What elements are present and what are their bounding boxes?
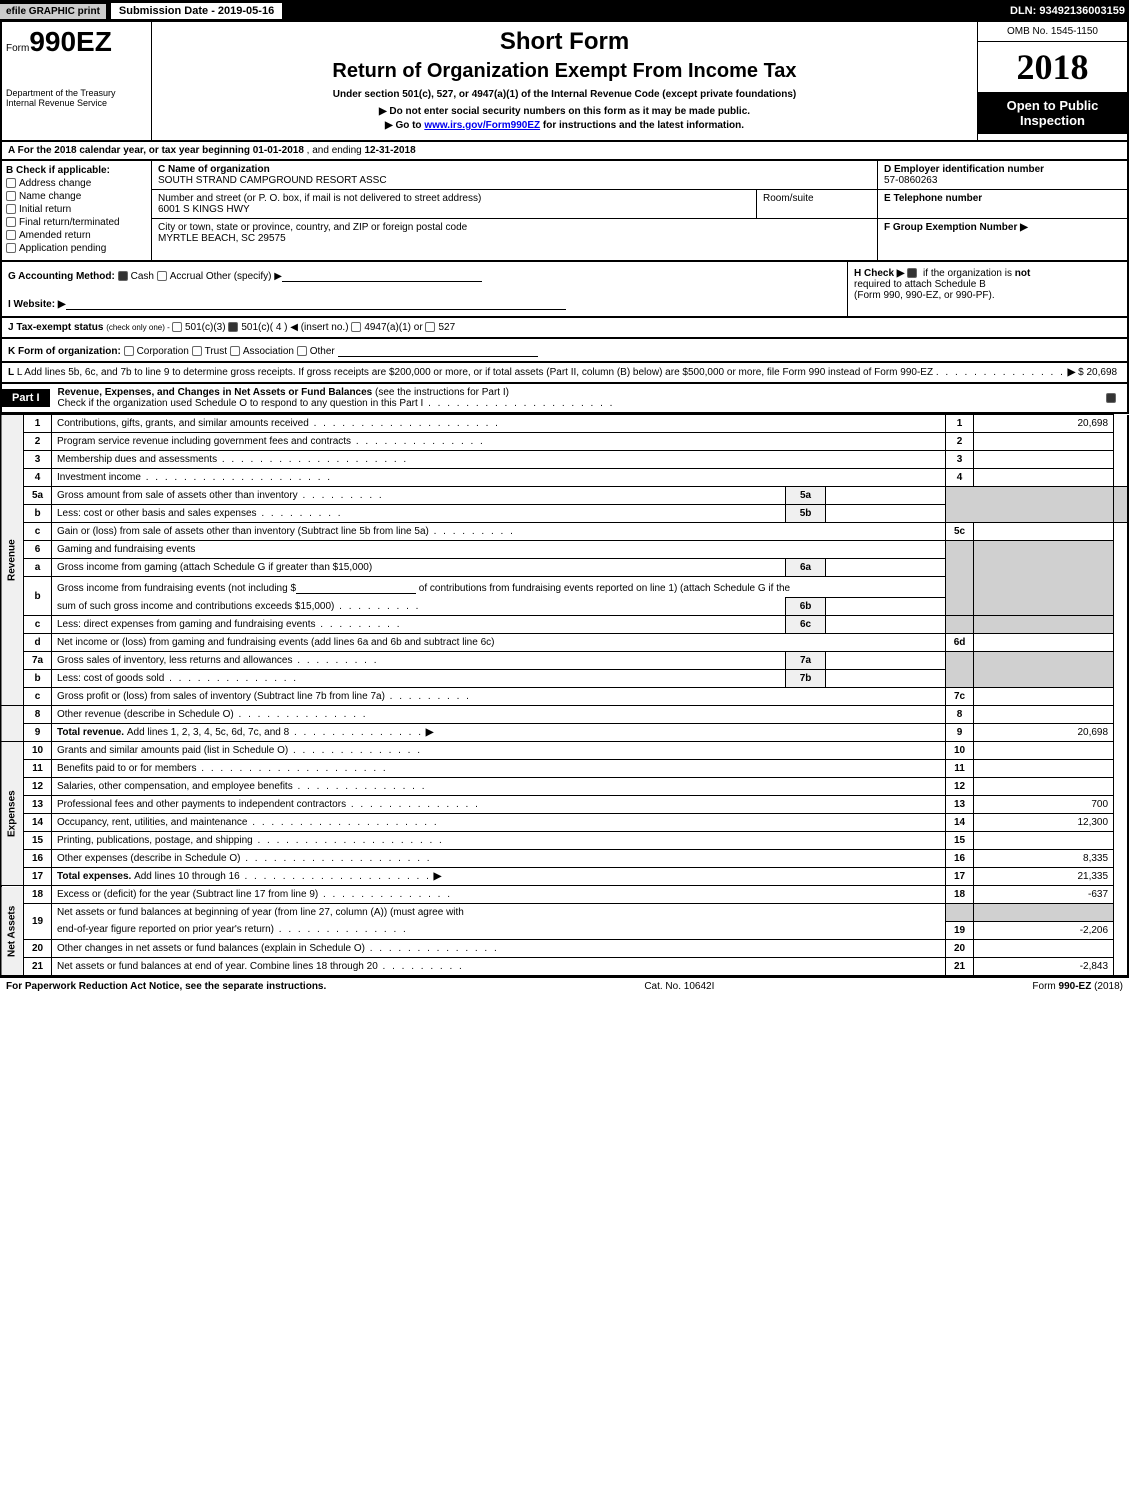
line-6d-value — [974, 634, 1114, 652]
part-1-table: Revenue 1 Contributions, gifts, grants, … — [0, 414, 1129, 977]
open-public: Open to Public Inspection — [978, 92, 1127, 134]
section-k: K Form of organization: Corporation Trus… — [0, 339, 1129, 363]
line-5a-value — [826, 487, 946, 505]
dln: DLN: 93492136003159 — [1010, 5, 1129, 17]
line-14-value: 12,300 — [974, 814, 1114, 832]
part-1-header: Part I Revenue, Expenses, and Changes in… — [0, 384, 1129, 414]
part-title: Revenue, Expenses, and Changes in Net As… — [50, 384, 1097, 412]
department: Department of the Treasury — [6, 88, 147, 98]
form-number: 990EZ — [29, 26, 112, 57]
form-ref: Form 990-EZ (2018) — [1032, 981, 1123, 992]
line-12-value — [974, 778, 1114, 796]
other-org-field[interactable] — [338, 343, 538, 357]
checkbox-name-change[interactable] — [6, 191, 16, 201]
section-j: J Tax-exempt status (check only one) - 5… — [0, 318, 1129, 339]
other-specify-field[interactable] — [282, 268, 482, 282]
expenses-label: Expenses — [1, 742, 24, 886]
line-18-value: -637 — [974, 886, 1114, 904]
line-4-value — [974, 469, 1114, 487]
line-1-value: 20,698 — [974, 415, 1114, 433]
checkbox-527[interactable] — [425, 322, 435, 332]
checkbox-schedule-o[interactable] — [1106, 393, 1116, 403]
line-7a-value — [826, 652, 946, 670]
irs: Internal Revenue Service — [6, 98, 147, 108]
checkbox-initial[interactable] — [6, 204, 16, 214]
part-label: Part I — [2, 389, 50, 407]
header-left: Form990EZ Department of the Treasury Int… — [2, 22, 152, 140]
checkbox-amended[interactable] — [6, 230, 16, 240]
checkbox-other-org[interactable] — [297, 346, 307, 356]
omb-number: OMB No. 1545-1150 — [978, 22, 1127, 42]
line-6a-value — [826, 559, 946, 577]
netassets-label: Net Assets — [1, 886, 24, 976]
checkbox-501c4[interactable] — [228, 322, 238, 332]
section-g-i: G Accounting Method: Cash Accrual Other … — [2, 262, 847, 316]
under-section: Under section 501(c), 527, or 4947(a)(1)… — [158, 89, 971, 100]
fundraising-amount-field[interactable] — [296, 580, 416, 594]
revenue-label: Revenue — [1, 415, 24, 706]
checkbox-4947[interactable] — [351, 322, 361, 332]
checkbox-addr-change[interactable] — [6, 178, 16, 188]
checkbox-final[interactable] — [6, 217, 16, 227]
line-5c-value — [974, 523, 1114, 541]
checkbox-corp[interactable] — [124, 346, 134, 356]
line-19-value: -2,206 — [974, 921, 1114, 939]
line-17-value: 21,335 — [974, 868, 1114, 886]
line-3-value — [974, 451, 1114, 469]
section-b: B Check if applicable: Address change Na… — [2, 161, 152, 260]
line-5b-value — [826, 505, 946, 523]
checkbox-accrual[interactable] — [157, 271, 167, 281]
checkbox-schedule-b[interactable] — [907, 268, 917, 278]
line-6b-value — [826, 598, 946, 616]
form-prefix: Form — [6, 43, 29, 54]
top-bar: efile GRAPHIC print Submission Date - 20… — [0, 0, 1129, 22]
short-form-title: Short Form — [158, 28, 971, 56]
section-g-h: G Accounting Method: Cash Accrual Other … — [0, 262, 1129, 318]
section-b-c-d: B Check if applicable: Address change Na… — [0, 161, 1129, 262]
line-7b-value — [826, 670, 946, 688]
line-9-value: 20,698 — [974, 724, 1114, 742]
org-name: SOUTH STRAND CAMPGROUND RESORT ASSC — [158, 175, 387, 186]
instruct-ssn: ▶ Do not enter social security numbers o… — [158, 106, 971, 117]
line-10-value — [974, 742, 1114, 760]
line-6c-value — [826, 616, 946, 634]
section-h: H Check ▶ if the organization is not req… — [847, 262, 1127, 316]
line-13-value: 700 — [974, 796, 1114, 814]
checkbox-trust[interactable] — [192, 346, 202, 356]
page-footer: For Paperwork Reduction Act Notice, see … — [0, 977, 1129, 995]
efile-button[interactable]: efile GRAPHIC print — [0, 4, 106, 19]
ein: 57-0860263 — [884, 175, 937, 186]
city-state-zip: MYRTLE BEACH, SC 29575 — [158, 233, 286, 244]
line-21-value: -2,843 — [974, 957, 1114, 976]
submission-date: Submission Date - 2019-05-16 — [110, 2, 283, 20]
return-title: Return of Organization Exempt From Incom… — [158, 60, 971, 83]
header-right: OMB No. 1545-1150 2018 Open to Public In… — [977, 22, 1127, 140]
top-bar-left: efile GRAPHIC print Submission Date - 20… — [0, 2, 283, 20]
section-d-e-f: D Employer identification number 57-0860… — [877, 161, 1127, 260]
section-a: A For the 2018 calendar year, or tax yea… — [0, 142, 1129, 161]
instruct-goto: ▶ Go to www.irs.gov/Form990EZ for instru… — [158, 120, 971, 131]
website-field[interactable] — [66, 296, 566, 310]
section-l: L L Add lines 5b, 6c, and 7b to line 9 t… — [0, 363, 1129, 384]
gross-receipts: $ 20,698 — [1078, 367, 1117, 378]
line-7c-value — [974, 688, 1114, 706]
header-center: Short Form Return of Organization Exempt… — [152, 22, 977, 140]
checkbox-pending[interactable] — [6, 243, 16, 253]
tax-year: 2018 — [978, 42, 1127, 92]
line-20-value — [974, 939, 1114, 957]
irs-link[interactable]: www.irs.gov/Form990EZ — [424, 120, 540, 131]
section-c: C Name of organization SOUTH STRAND CAMP… — [152, 161, 877, 260]
paperwork-notice: For Paperwork Reduction Act Notice, see … — [6, 981, 326, 992]
line-15-value — [974, 832, 1114, 850]
checkbox-cash[interactable] — [118, 271, 128, 281]
line-8-value — [974, 706, 1114, 724]
checkbox-assoc[interactable] — [230, 346, 240, 356]
cat-no: Cat. No. 10642I — [644, 981, 714, 992]
line-16-value: 8,335 — [974, 850, 1114, 868]
line-11-value — [974, 760, 1114, 778]
street-address: 6001 S KINGS HWY — [158, 204, 250, 215]
line-2-value — [974, 433, 1114, 451]
form-header: Form990EZ Department of the Treasury Int… — [0, 22, 1129, 142]
checkbox-501c3[interactable] — [172, 322, 182, 332]
